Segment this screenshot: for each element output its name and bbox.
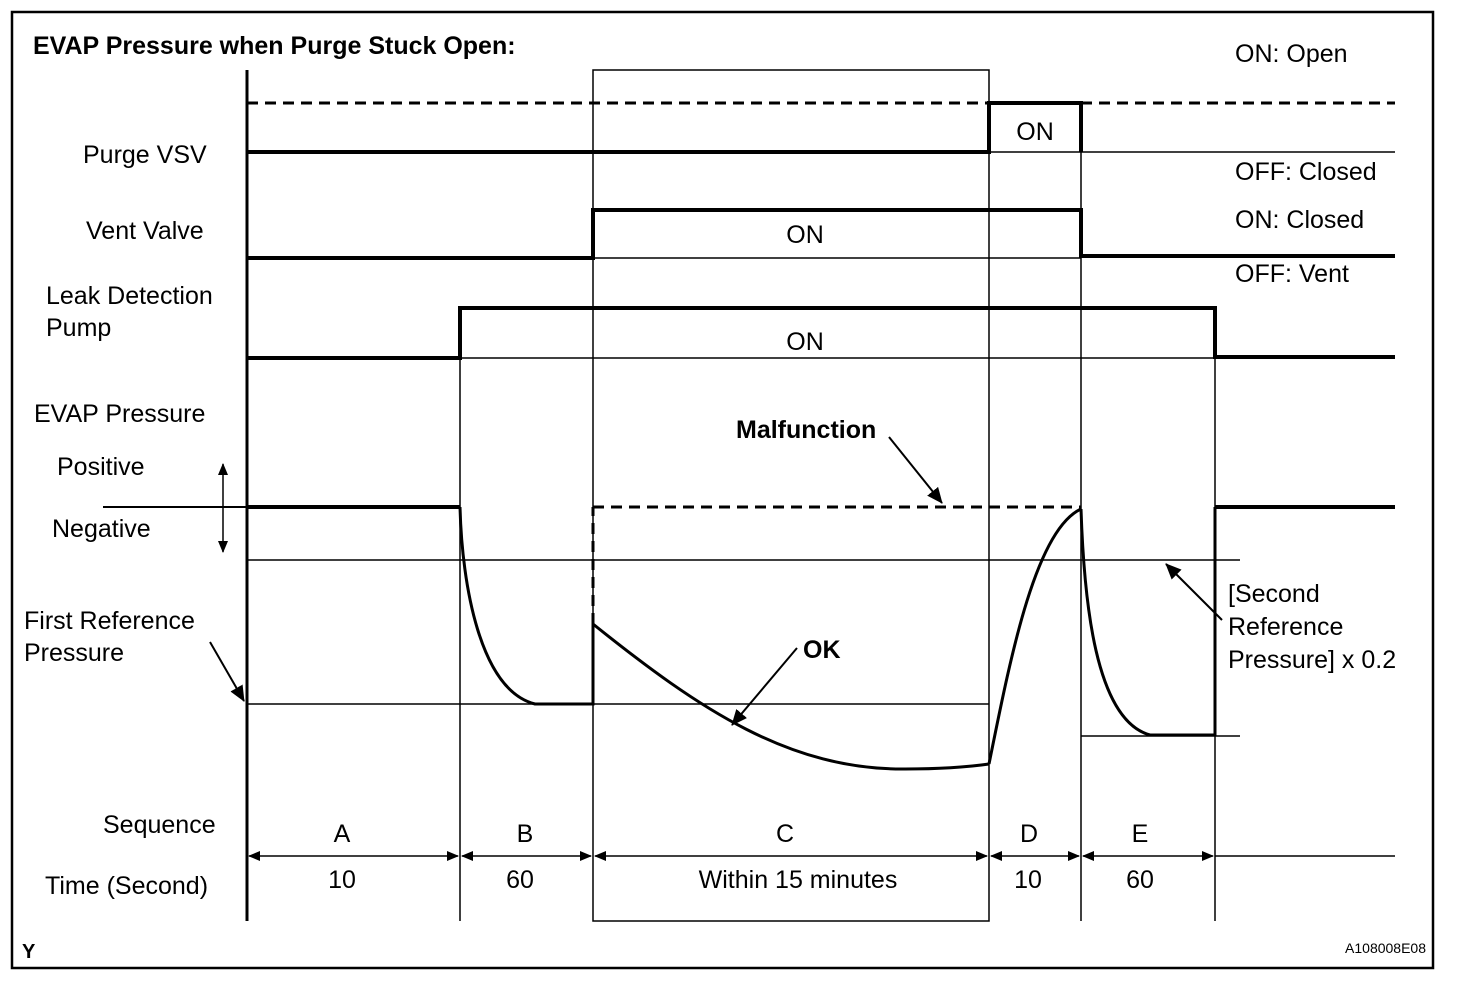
legend-purge-off: OFF: Closed xyxy=(1235,158,1377,186)
sequence-e: E xyxy=(1132,820,1149,848)
time-c: Within 15 minutes xyxy=(699,866,898,894)
ok-label: OK xyxy=(803,636,841,664)
time-e: 60 xyxy=(1126,866,1154,894)
second-ref-label-2: Reference xyxy=(1228,613,1343,641)
leak-pump-label-1: Leak Detection xyxy=(46,282,213,310)
time-label: Time (Second) xyxy=(45,872,208,900)
vent-valve-on-label: ON xyxy=(786,221,824,249)
sequence-c: C xyxy=(776,820,794,848)
sequence-d: D xyxy=(1020,820,1038,848)
time-b: 60 xyxy=(506,866,534,894)
time-d: 10 xyxy=(1014,866,1042,894)
legend-vent-on: ON: Closed xyxy=(1235,206,1364,234)
legend-purge-on: ON: Open xyxy=(1235,40,1348,68)
figure-id: A108008E08 xyxy=(1345,940,1426,956)
first-ref-pointer xyxy=(209,641,245,702)
pressure-curve-e xyxy=(1079,507,1217,737)
phase-c-box xyxy=(592,69,990,922)
negative-label: Negative xyxy=(52,515,151,543)
ok-pointer xyxy=(731,647,798,726)
second-ref-label-3: Pressure] x 0.2 xyxy=(1228,646,1396,674)
corner-mark: Y xyxy=(22,941,36,963)
legend-vent-off: OFF: Vent xyxy=(1235,260,1349,288)
first-ref-label-1: First Reference xyxy=(24,607,195,635)
leak-pump-label-2: Pump xyxy=(46,314,111,342)
malfunction-label: Malfunction xyxy=(736,416,876,444)
sequence-b: B xyxy=(517,820,534,848)
first-ref-label-2: Pressure xyxy=(24,639,124,667)
sequence-a: A xyxy=(334,820,351,848)
leak-pump-on-label: ON xyxy=(786,328,824,356)
evap-pressure-label: EVAP Pressure xyxy=(34,400,205,428)
diagram-title: EVAP Pressure when Purge Stuck Open: xyxy=(33,32,516,60)
purge-vsv-signal xyxy=(247,101,1083,154)
diagram-frame xyxy=(10,10,1435,970)
time-a: 10 xyxy=(328,866,356,894)
leak-pump-signal xyxy=(247,306,1395,360)
pressure-curve-c-ok xyxy=(592,622,990,771)
vent-valve-label: Vent Valve xyxy=(86,217,204,245)
purge-vsv-on-label: ON xyxy=(1016,118,1054,146)
pressure-curve-d xyxy=(987,507,1082,765)
purge-vsv-label: Purge VSV xyxy=(83,141,207,169)
positive-label: Positive xyxy=(57,453,145,481)
malfunction-pointer xyxy=(888,436,943,504)
sequence-label: Sequence xyxy=(103,811,216,839)
second-ref-pointer xyxy=(1165,563,1223,621)
vent-valve-signal xyxy=(247,208,1395,260)
pressure-curve-b xyxy=(458,506,595,706)
second-ref-label-1: [Second xyxy=(1228,580,1320,608)
